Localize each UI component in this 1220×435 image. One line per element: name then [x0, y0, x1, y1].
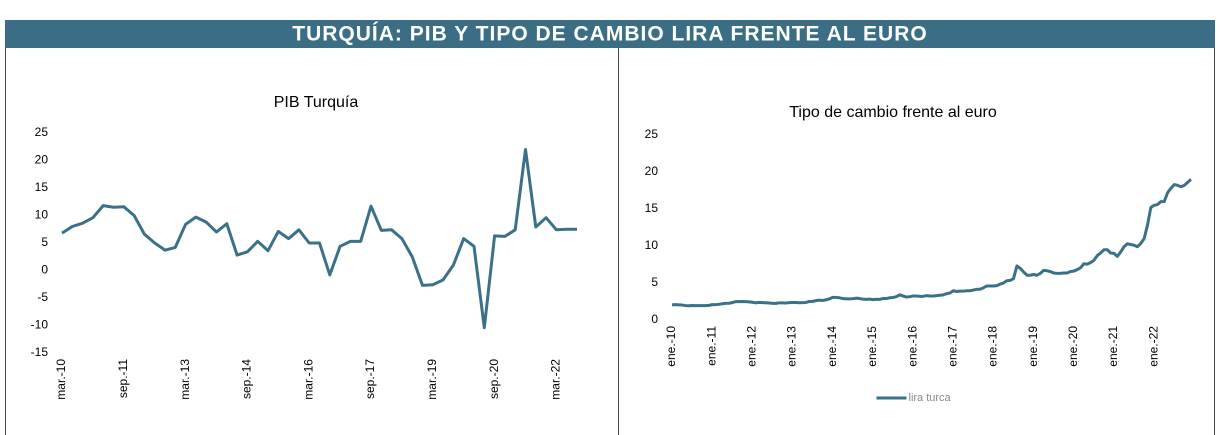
x-tick-label: sep.-11	[116, 359, 130, 398]
y-tick-label: -5	[37, 290, 48, 304]
y-tick-label: 15	[35, 180, 49, 194]
x-tick-label: ene.-12	[745, 326, 759, 367]
y-tick-label: 15	[645, 201, 659, 215]
panel-border	[5, 48, 1215, 435]
x-tick-label: ene.-19	[1026, 326, 1040, 367]
x-tick-label: sep.-14	[240, 359, 254, 399]
chart-title: PIB Turquía	[274, 94, 359, 111]
x-tick-label: sep.-20	[487, 359, 501, 399]
x-tick-label: ene.-22	[1146, 326, 1160, 367]
y-tick-label: 25	[35, 125, 49, 139]
x-tick-label: mar.-13	[178, 359, 192, 400]
x-tick-label: mar.-16	[301, 359, 315, 400]
x-tick-label: ene.-17	[945, 326, 959, 367]
y-tick-label: -10	[31, 318, 49, 332]
y-tick-label: 5	[41, 235, 48, 249]
x-tick-label: ene.-14	[825, 326, 839, 367]
x-tick-label: mar.-19	[425, 359, 439, 400]
chart-title: Tipo de cambio frente al euro	[789, 104, 997, 121]
y-tick-label: 10	[645, 238, 659, 252]
y-tick-label: 25	[645, 127, 659, 141]
x-tick-label: ene.-21	[1106, 326, 1120, 367]
x-tick-label: sep.-17	[363, 359, 377, 399]
y-tick-label: -15	[31, 345, 49, 359]
data-line	[61, 148, 577, 330]
x-tick-label: mar.-22	[549, 359, 563, 400]
y-tick-label: 20	[645, 164, 659, 178]
header-title: TURQUÍA: PIB Y TIPO DE CAMBIO LIRA FRENT…	[292, 23, 927, 46]
x-tick-label: ene.-13	[785, 326, 799, 367]
legend-label: lira turca	[909, 392, 952, 404]
x-tick-label: ene.-10	[664, 326, 678, 367]
x-tick-label: ene.-16	[905, 326, 919, 367]
header-bar	[5, 20, 1215, 48]
x-tick-label: ene.-15	[865, 326, 879, 367]
x-tick-label: ene.-11	[704, 326, 718, 366]
x-tick-label: ene.-20	[1066, 326, 1080, 367]
y-tick-label: 20	[35, 153, 49, 167]
y-tick-label: 0	[41, 263, 48, 277]
y-tick-label: 5	[651, 275, 658, 289]
x-tick-label: mar.-10	[54, 359, 68, 400]
y-tick-label: 0	[651, 312, 658, 326]
x-tick-label: ene.-18	[986, 326, 1000, 367]
y-tick-label: 10	[35, 208, 49, 222]
data-line	[671, 178, 1192, 308]
